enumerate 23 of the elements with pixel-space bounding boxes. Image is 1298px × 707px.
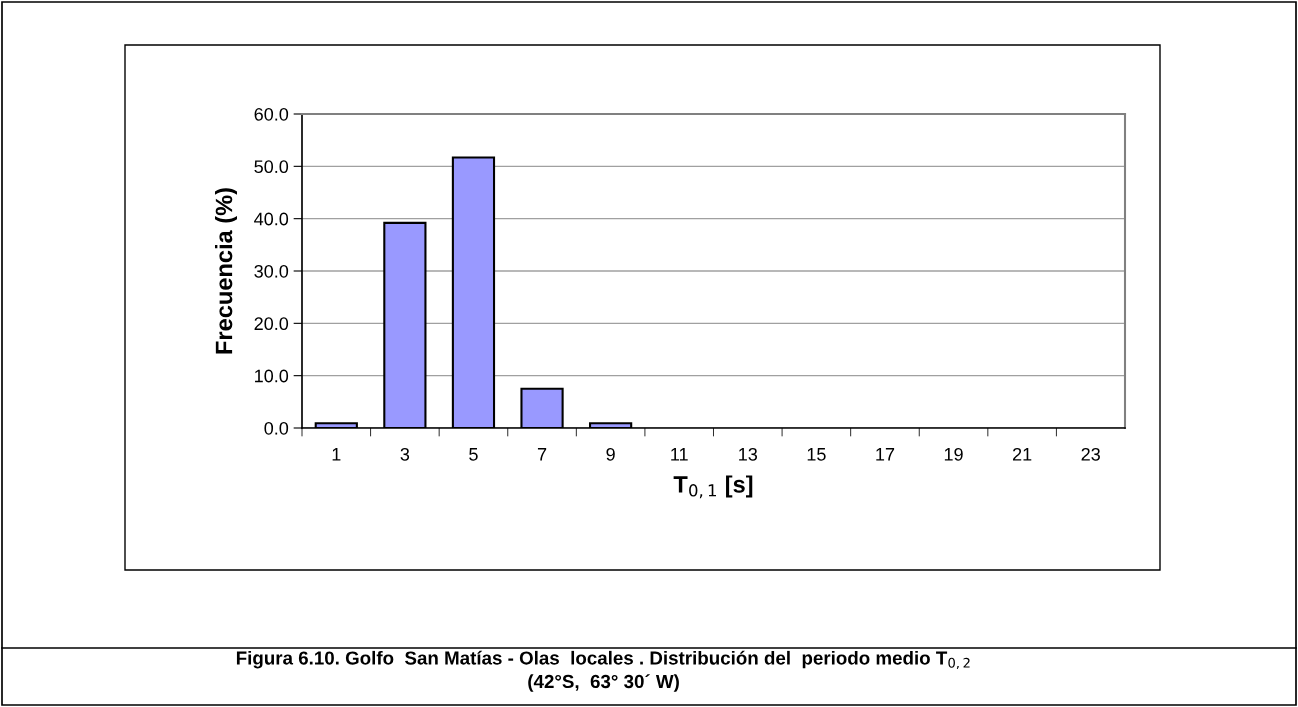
x-tick-label: 21	[1012, 447, 1032, 461]
x-axis-title: T$_{0,1}$ [s]	[673, 475, 753, 499]
x-tick-label: 15	[807, 448, 826, 461]
x-tick-label: 19	[944, 447, 963, 461]
y-tick-label: 30.0	[254, 264, 289, 278]
x-tick-label: 7	[537, 448, 547, 461]
y-tick-label: 0.0	[264, 421, 289, 435]
y-tick-label: 20.0	[254, 317, 289, 331]
x-tick-label: 17	[876, 448, 895, 461]
y-tick-label: 60.0	[254, 107, 289, 121]
x-tick-label: 13	[739, 447, 758, 461]
x-tick-label: 1	[332, 448, 341, 461]
x-tick-label: 5	[469, 448, 478, 461]
text: Figura 6.10. Golfo San Matías - Olas locales . Distribución del periodo medio T$_{0,2}$	[236, 650, 970, 670]
y-tick-label: 40.0	[254, 212, 289, 226]
y-axis-title: Frecuencia (%)	[214, 188, 237, 354]
text: (42°S, 63° 30´ W)	[528, 674, 679, 692]
x-tick-label: 23	[1081, 447, 1100, 461]
y-tick-label: 10.0	[255, 369, 289, 383]
x-tick-label: 11	[671, 448, 688, 461]
x-tick-label: 9	[606, 447, 615, 461]
y-tick-label: 50.0	[254, 160, 289, 174]
x-tick-label: 3	[400, 447, 410, 461]
